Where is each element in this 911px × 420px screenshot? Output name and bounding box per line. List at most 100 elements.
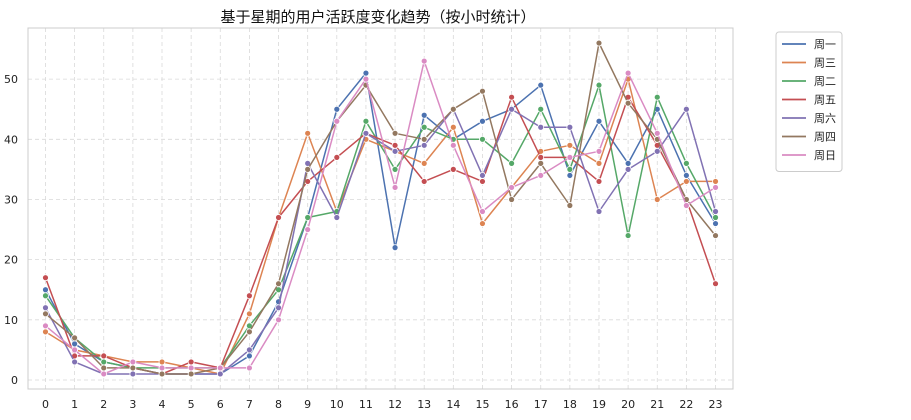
data-point <box>595 117 603 125</box>
data-point <box>682 159 690 167</box>
data-point <box>595 39 603 47</box>
x-tick-label: 23 <box>709 398 723 411</box>
data-point <box>595 178 603 185</box>
x-tick-label: 14 <box>446 398 460 411</box>
data-point <box>653 93 661 101</box>
data-point <box>566 165 574 173</box>
data-point <box>420 123 428 131</box>
data-point <box>420 135 428 143</box>
data-point <box>275 280 282 288</box>
legend-label: 周日 <box>814 149 836 162</box>
x-tick-label: 15 <box>475 398 489 411</box>
legend-item: 周一 <box>782 38 836 51</box>
data-point <box>391 141 399 149</box>
x-tick-label: 5 <box>188 398 195 411</box>
data-point <box>187 358 195 366</box>
legend-item: 周日 <box>782 149 836 162</box>
data-point <box>420 159 428 167</box>
x-tick-label: 0 <box>42 398 49 411</box>
legend-item: 周二 <box>782 75 836 88</box>
data-point <box>71 358 79 366</box>
y-tick-label: 50 <box>4 73 18 86</box>
x-tick-label: 19 <box>592 398 606 411</box>
data-point <box>420 57 428 65</box>
data-point <box>420 178 428 185</box>
y-tick-label: 20 <box>4 254 18 267</box>
data-point <box>275 304 282 312</box>
data-point <box>566 123 574 131</box>
data-point <box>304 129 312 137</box>
data-point <box>712 178 719 185</box>
data-point <box>275 316 282 324</box>
data-point <box>42 292 49 300</box>
data-point <box>508 196 515 203</box>
data-point <box>653 196 661 203</box>
data-point <box>682 202 690 209</box>
data-point <box>537 81 545 89</box>
data-point <box>712 208 719 215</box>
x-axis: 0 1 2 3 4 5 6 7 8 9 10 11 12 13 14 15 16 17 18 19 20 21 22 23 <box>42 398 723 411</box>
data-point <box>508 105 515 113</box>
series-周四 <box>42 39 719 378</box>
data-point <box>100 364 108 372</box>
data-point <box>479 117 486 125</box>
x-tick-label: 8 <box>275 398 282 411</box>
data-point <box>682 172 690 179</box>
series-周三 <box>42 75 719 378</box>
data-point <box>624 99 632 107</box>
data-point <box>246 328 253 336</box>
data-point <box>391 184 399 191</box>
data-point <box>42 286 49 294</box>
y-tick-label: 10 <box>4 314 18 327</box>
y-tick-label: 0 <box>11 374 18 387</box>
data-point <box>479 87 486 95</box>
data-point <box>479 220 486 227</box>
data-point <box>595 208 603 215</box>
x-tick-label: 20 <box>621 398 635 411</box>
x-tick-label: 17 <box>534 398 548 411</box>
data-point <box>187 370 195 378</box>
x-tick-label: 10 <box>330 398 344 411</box>
series-周日 <box>42 57 719 378</box>
data-point <box>100 370 108 378</box>
data-point <box>653 147 661 155</box>
x-tick-label: 4 <box>159 398 166 411</box>
legend-label: 周六 <box>814 112 836 125</box>
data-point <box>624 165 632 173</box>
legend-label: 周二 <box>814 75 836 88</box>
data-point <box>333 117 341 125</box>
data-point <box>71 334 79 342</box>
data-point <box>420 141 428 149</box>
data-point <box>566 153 574 161</box>
data-point <box>187 364 195 372</box>
data-point <box>333 153 341 161</box>
data-point <box>682 178 690 185</box>
data-point <box>449 123 457 131</box>
data-point <box>624 69 632 77</box>
data-point <box>391 129 399 137</box>
data-point <box>566 202 574 209</box>
series-周五 <box>42 93 719 378</box>
x-tick-label: 16 <box>505 398 519 411</box>
data-point <box>479 135 486 143</box>
y-tick-label: 40 <box>4 133 18 146</box>
data-point <box>420 111 428 119</box>
data-point <box>362 69 370 77</box>
data-point <box>712 280 719 288</box>
data-point <box>333 105 341 113</box>
plot-area <box>27 27 734 390</box>
data-point <box>712 214 719 221</box>
x-tick-label: 1 <box>71 398 78 411</box>
data-point <box>449 141 457 149</box>
legend-item: 周五 <box>782 94 836 107</box>
data-point <box>129 358 137 366</box>
chart-title: 基于星期的用户活跃度变化趋势（按小时统计） <box>220 8 535 26</box>
series-lines <box>42 39 719 378</box>
data-point <box>362 117 370 125</box>
data-point <box>508 93 515 101</box>
series-line <box>44 84 717 369</box>
data-point <box>304 165 312 173</box>
data-point <box>682 105 690 113</box>
